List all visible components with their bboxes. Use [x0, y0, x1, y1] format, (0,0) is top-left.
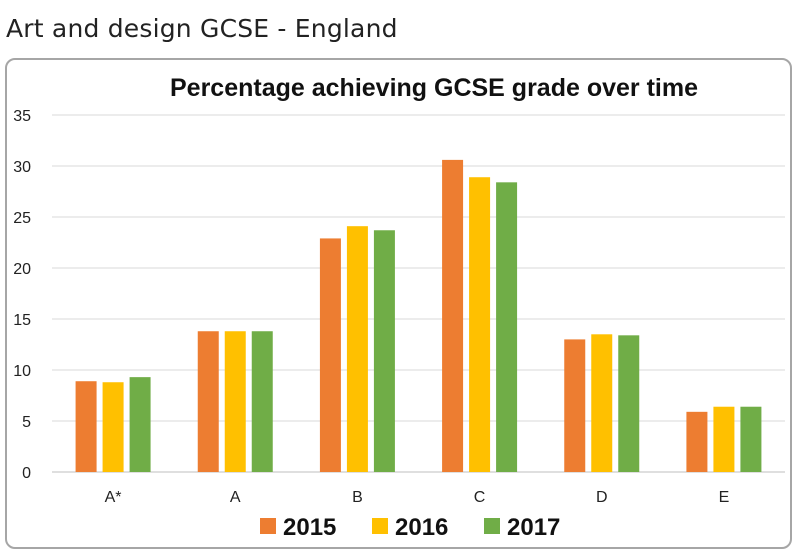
- y-tick-label: 15: [13, 312, 31, 329]
- x-tick-label: A*: [105, 489, 122, 506]
- bars: [75, 159, 762, 472]
- x-tick-label: A: [230, 489, 241, 506]
- bar-2015-D: [564, 339, 586, 472]
- x-tick-label: B: [352, 489, 363, 506]
- y-tick-label: 35: [13, 108, 31, 125]
- x-tick-label: D: [596, 489, 608, 506]
- bar-2015-A*: [75, 381, 97, 472]
- bar-2016-C: [469, 177, 491, 472]
- bar-2017-D: [618, 335, 640, 472]
- x-axis: A* A B C D E: [105, 489, 730, 506]
- y-tick-label: 25: [13, 210, 31, 227]
- legend-label-2017: 2017: [507, 514, 560, 541]
- y-tick-label: 5: [22, 414, 31, 431]
- x-tick-label: C: [474, 489, 486, 506]
- bar-2016-A*: [102, 382, 124, 472]
- x-tick-label: E: [719, 489, 730, 506]
- bar-2017-B: [373, 230, 395, 472]
- bar-2015-A: [197, 331, 219, 472]
- legend: 2015 2016 2017: [260, 514, 560, 541]
- bar-2016-D: [591, 334, 613, 472]
- bar-2015-C: [442, 159, 464, 472]
- bar-2017-E: [740, 406, 762, 472]
- y-tick-label: 30: [13, 159, 31, 176]
- chart-title: Percentage achieving GCSE grade over tim…: [170, 74, 698, 102]
- bar-2016-A: [224, 331, 246, 472]
- bar-2015-E: [686, 411, 708, 472]
- legend-swatch-2015: [260, 518, 276, 534]
- bar-2017-A*: [129, 377, 151, 472]
- y-tick-label: 10: [13, 363, 31, 380]
- bar-2017-C: [496, 182, 518, 472]
- bar-2017-A: [251, 331, 273, 472]
- bar-2016-B: [346, 226, 368, 472]
- legend-label-2016: 2016: [395, 514, 448, 541]
- y-axis: 0 5 10 15 20 25 30 35: [13, 108, 31, 482]
- page-heading: Art and design GCSE - England: [6, 14, 398, 43]
- y-tick-label: 0: [22, 465, 31, 482]
- y-tick-label: 20: [13, 261, 31, 278]
- legend-swatch-2016: [372, 518, 388, 534]
- bar-2016-E: [713, 406, 735, 472]
- legend-label-2015: 2015: [283, 514, 336, 541]
- bar-2015-B: [319, 238, 341, 472]
- legend-swatch-2017: [484, 518, 500, 534]
- grid-lines: [52, 114, 785, 473]
